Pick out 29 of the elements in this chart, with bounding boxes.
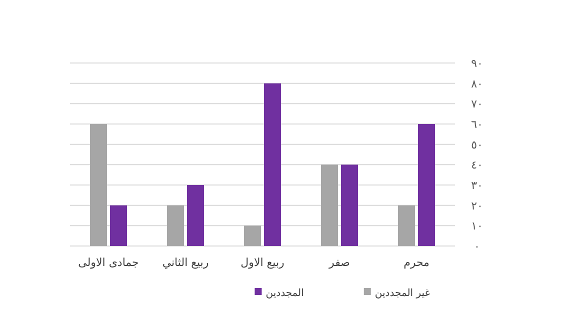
bar — [187, 185, 204, 246]
y-tick-label: ٣٠ — [471, 179, 483, 192]
x-tick-label: صفر — [328, 256, 350, 269]
legend-label: غير المجددين — [374, 288, 430, 299]
bar — [321, 164, 338, 246]
y-tick-label: ٦٠ — [471, 118, 483, 131]
y-tick-label: ٩٠ — [471, 57, 483, 70]
bar — [244, 226, 261, 246]
bar — [110, 205, 127, 246]
y-tick-label: ٤٠ — [471, 158, 483, 172]
bar — [341, 164, 358, 246]
legend-item: المجددين — [254, 288, 304, 299]
x-tick-label: جمادى الاولى — [78, 256, 139, 269]
bar — [418, 124, 435, 246]
legend-item: غير المجددين — [364, 288, 430, 299]
bar — [90, 124, 107, 246]
bar — [398, 205, 415, 246]
x-tick-label: ربيع الاول — [240, 256, 284, 269]
legend-label: المجددين — [266, 288, 304, 299]
bar — [264, 83, 281, 246]
y-tick-label: ١٠ — [471, 220, 483, 233]
x-tick-label: محرم — [404, 256, 430, 269]
y-tick-label: ٥٠ — [471, 138, 483, 152]
y-tick-label: ٨٠ — [471, 77, 483, 90]
y-tick-label: ٧٠ — [471, 98, 483, 111]
y-tick-label: ٢٠ — [471, 199, 483, 212]
bar — [167, 205, 184, 246]
x-tick-label: ربيع الثاني — [162, 256, 209, 269]
y-tick-label: ٠ — [474, 240, 480, 253]
